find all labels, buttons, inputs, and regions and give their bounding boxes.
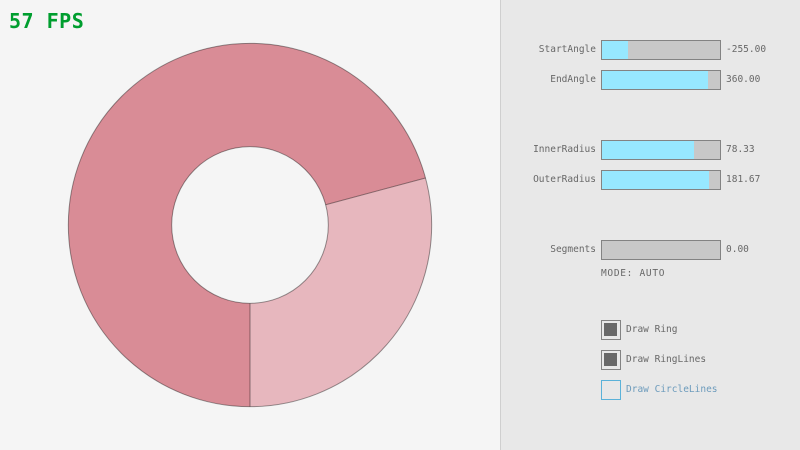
draw-circlelines-row: Draw CircleLines	[601, 380, 800, 400]
outer-radius-label: OuterRadius	[533, 174, 596, 185]
segments-label: Segments	[550, 244, 596, 255]
ring-edge-line-0	[325, 177, 426, 206]
draw-circlelines-checkbox[interactable]	[601, 380, 621, 400]
control-panel: StartAngle -255.00 EndAngle 360.00 Inner…	[500, 0, 800, 450]
end-angle-value: 360.00	[726, 74, 761, 85]
ring-sector-light	[250, 177, 432, 407]
draw-ring-checkbox[interactable]	[601, 320, 621, 340]
draw-ring-row: Draw Ring	[601, 320, 800, 340]
start-angle-value: -255.00	[726, 44, 767, 55]
inner-radius-slider[interactable]	[601, 140, 721, 160]
mode-label: MODE: AUTO	[601, 268, 666, 279]
checkbox-check	[604, 353, 617, 366]
segments-value: 0.00	[726, 244, 749, 255]
outer-radius-slider[interactable]	[601, 170, 721, 190]
fps-counter: 57 FPS	[9, 9, 85, 33]
inner-radius-label: InnerRadius	[533, 144, 596, 155]
draw-ring-label: Draw Ring	[626, 324, 678, 335]
checkbox-check	[604, 323, 617, 336]
inner-radius-slider-fill	[602, 141, 695, 159]
draw-ringlines-checkbox[interactable]	[601, 350, 621, 370]
segments-slider[interactable]	[601, 240, 721, 260]
start-angle-label: StartAngle	[538, 44, 596, 55]
end-angle-slider[interactable]	[601, 70, 721, 90]
inner-radius-value: 78.33	[726, 144, 755, 155]
start-angle-slider-fill	[602, 41, 628, 59]
draw-circlelines-label: Draw CircleLines	[626, 384, 718, 395]
start-angle-slider[interactable]	[601, 40, 721, 60]
outer-radius-slider-fill	[602, 171, 710, 189]
end-angle-label: EndAngle	[550, 74, 596, 85]
ring-outline-outer	[67, 42, 433, 408]
draw-ringlines-label: Draw RingLines	[626, 354, 707, 365]
ring-sector-dark	[68, 43, 426, 407]
outer-radius-value: 181.67	[726, 174, 761, 185]
ring-outline-inner	[171, 146, 329, 304]
draw-ringlines-row: Draw RingLines	[601, 350, 800, 370]
end-angle-slider-fill	[602, 71, 709, 89]
